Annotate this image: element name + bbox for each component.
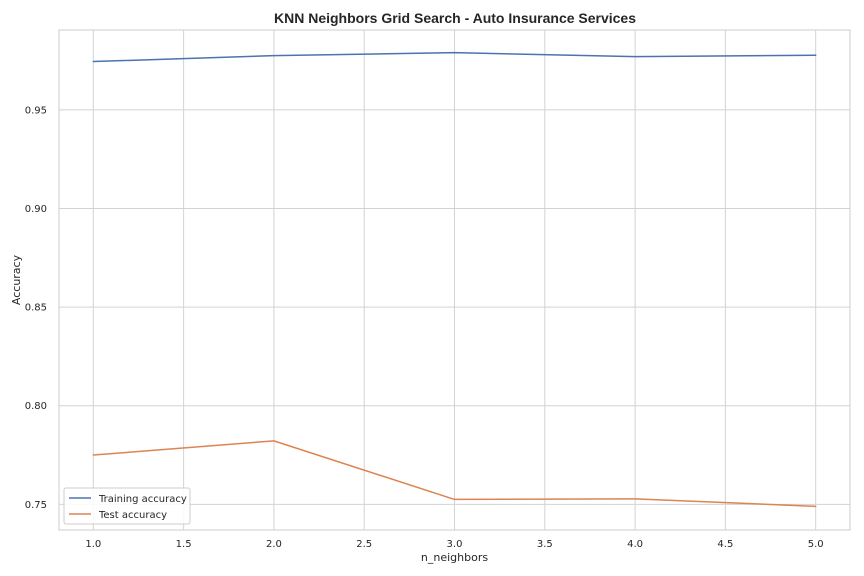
grid: [59, 30, 850, 530]
y-tick-label: 0.75: [25, 500, 47, 511]
x-tick-label: 3.0: [447, 539, 463, 550]
x-tick-label: 1.0: [85, 539, 101, 550]
y-tick-label: 0.95: [25, 105, 47, 116]
legend-training-label: Training accuracy: [98, 494, 187, 505]
x-tick-label: 1.5: [176, 539, 192, 550]
x-tick-label: 4.0: [627, 539, 643, 550]
x-tick-label: 2.0: [266, 539, 282, 550]
x-axis-label: n_neighbors: [421, 551, 488, 564]
legend-box: [63, 487, 191, 525]
y-axis-label: Accuracy: [10, 254, 23, 305]
test-accuracy-line: [92, 440, 817, 508]
x-tick-label: 3.5: [537, 539, 553, 550]
x-axis-ticks: 1.0 1.5 2.0 2.5 3.0 3.5 4.0 4.5 5.0: [85, 539, 823, 550]
legend: Training accuracy Test accuracy: [63, 487, 191, 525]
y-tick-label: 0.85: [25, 303, 47, 314]
series-group: [92, 51, 817, 508]
plot-area-frame: [58, 29, 851, 531]
x-tick-label: 4.5: [717, 539, 733, 550]
x-tick-label: 2.5: [356, 539, 372, 550]
y-axis-ticks: 0.75 0.80 0.85 0.90 0.95: [25, 105, 47, 510]
training-accuracy-line: [92, 51, 817, 63]
chart-title: KNN Neighbors Grid Search - Auto Insuran…: [274, 10, 636, 26]
x-tick-label: 5.0: [808, 539, 824, 550]
y-tick-label: 0.90: [25, 204, 47, 215]
y-tick-label: 0.80: [25, 401, 47, 412]
legend-test-label: Test accuracy: [98, 510, 167, 521]
